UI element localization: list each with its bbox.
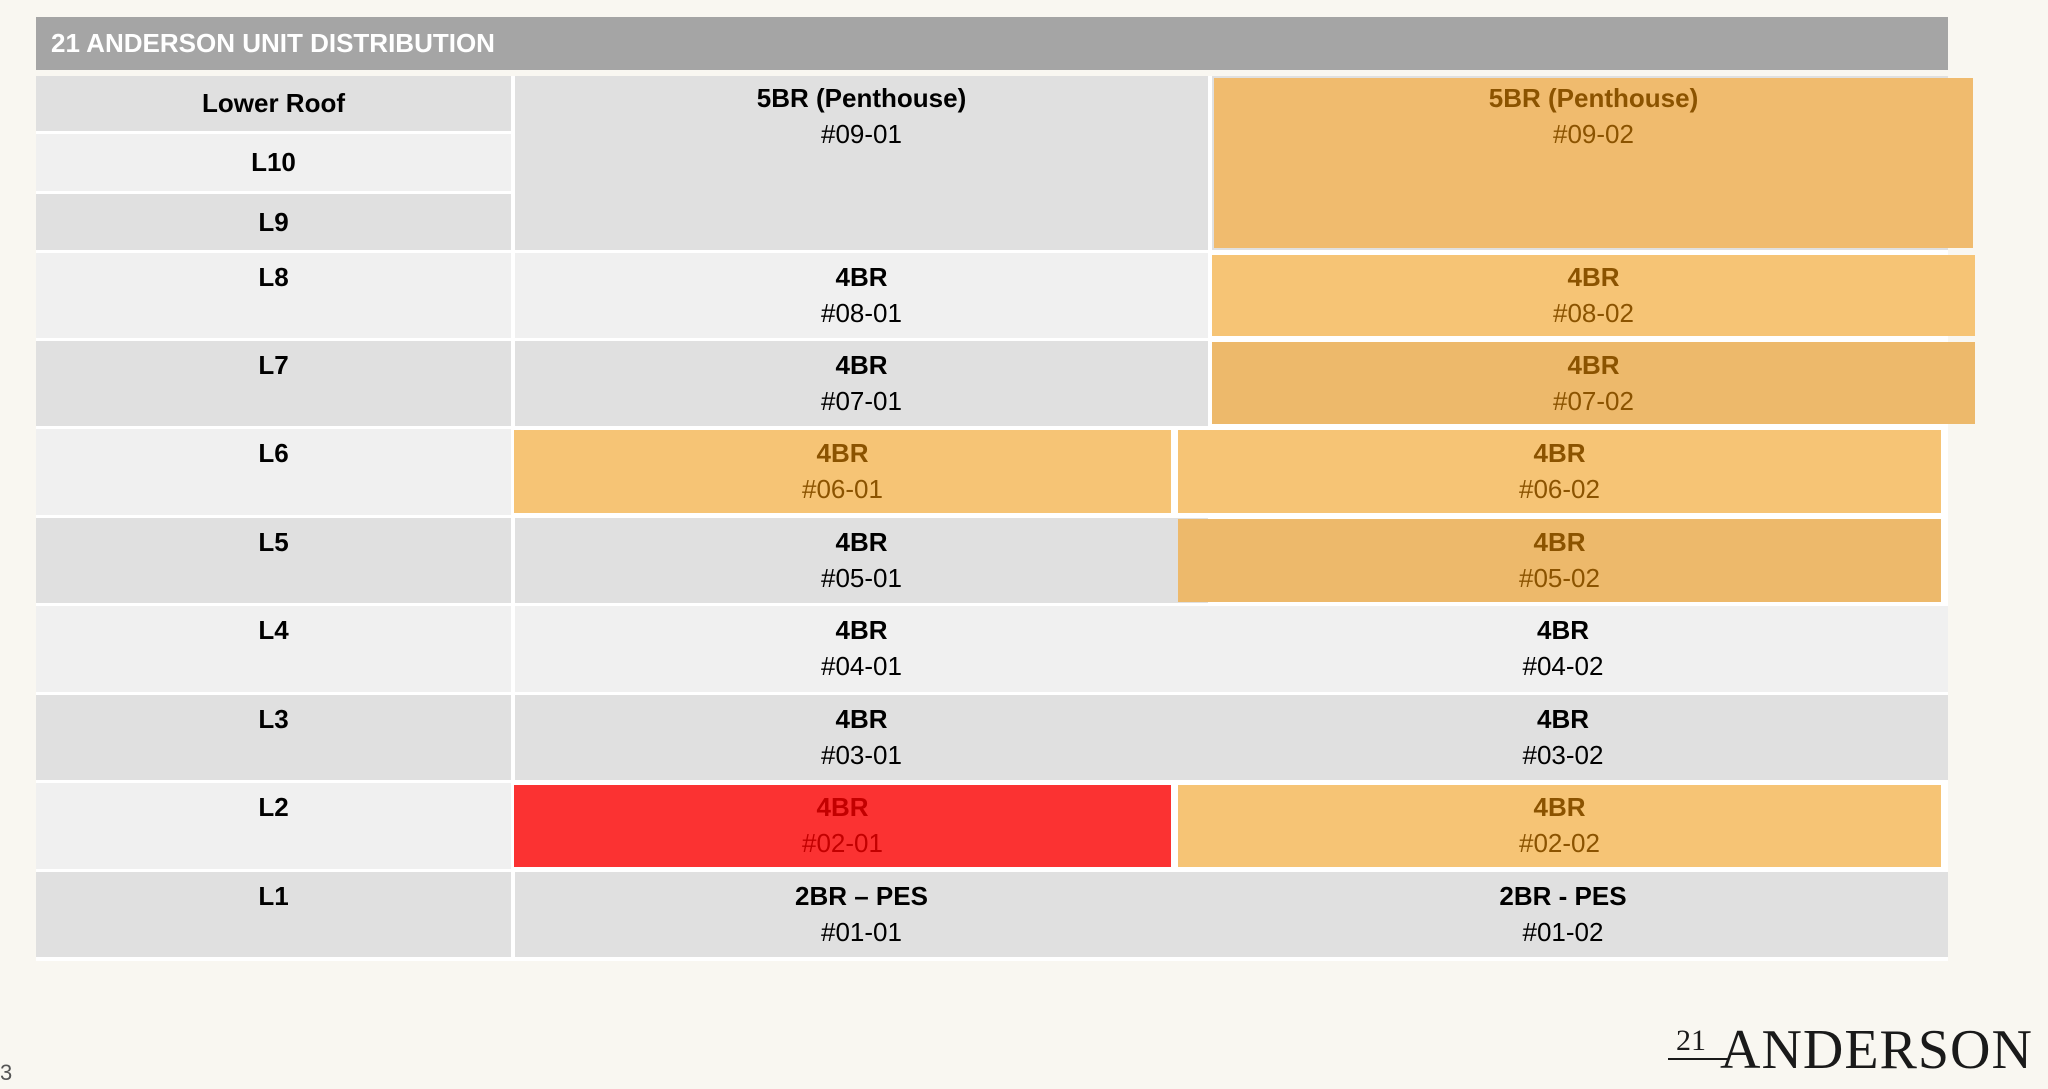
unit-type-label: 5BR (Penthouse) (756, 83, 967, 113)
floor-label-l5: L5 (36, 518, 511, 603)
unit-type-label: 4BR (1533, 792, 1586, 822)
unit-type-label: 4BR (835, 527, 888, 557)
logo-number: 21 (1676, 1024, 1706, 1057)
unit-number: #08-01 (821, 298, 902, 328)
unit-cell-01-02: 2BR - PES #01-02 (1178, 872, 1948, 957)
floor-label-l7: L7 (36, 341, 511, 426)
unit-type-label: 4BR (835, 704, 888, 734)
unit-number: #02-01 (802, 828, 883, 858)
unit-number: #07-01 (821, 386, 902, 416)
unit-type-label: 5BR (Penthouse) (1488, 83, 1699, 113)
unit-cell-08-02: 4BR #08-02 (1212, 255, 1975, 336)
unit-cell-06-01: 4BR #06-01 (514, 430, 1171, 513)
floor-label-l4: L4 (36, 606, 511, 692)
page-number: 3 (0, 1060, 13, 1085)
unit-cell-09-02: 5BR (Penthouse) #09-02 (1214, 78, 1973, 248)
unit-type-label: 4BR (1567, 262, 1620, 292)
floor-label-l1: L1 (36, 872, 511, 957)
floor-label-l2: L2 (36, 783, 511, 869)
unit-cell-04-02: 4BR #04-02 (1178, 606, 1948, 692)
unit-cell-03-01: 4BR #03-01 (515, 695, 1208, 780)
unit-number: #03-01 (821, 740, 902, 770)
unit-type-label: 4BR (835, 615, 888, 645)
unit-cell-06-02: 4BR #06-02 (1178, 430, 1941, 513)
unit-number: #03-02 (1522, 740, 1604, 770)
unit-cell-03-02: 4BR #03-02 (1178, 695, 1948, 780)
brand-logo: 21 ANDERSON (1660, 1020, 2040, 1080)
floor-label-l9: L9 (36, 194, 511, 250)
unit-cell-02-02: 4BR #02-02 (1178, 785, 1941, 867)
unit-number: #08-02 (1553, 298, 1634, 328)
unit-type-label: 2BR - PES (1499, 881, 1627, 911)
unit-number: #07-02 (1553, 386, 1634, 416)
unit-type-label: 4BR (1536, 615, 1589, 645)
unit-type-label: 4BR (1533, 527, 1586, 557)
unit-cell-01-01: 2BR – PES #01-01 (515, 872, 1208, 957)
unit-number: #05-02 (1519, 563, 1600, 593)
unit-type-label: 4BR (835, 350, 888, 380)
table-title: 21 ANDERSON UNIT DISTRIBUTION (36, 17, 1948, 70)
unit-cell-07-02: 4BR #07-02 (1212, 342, 1975, 424)
unit-type-label: 4BR (1533, 438, 1586, 468)
unit-distribution-table: Lower Roof L10 L9 L8 L7 L6 L5 L4 L3 L2 L… (36, 76, 1975, 961)
unit-number: #09-02 (1553, 119, 1634, 149)
floor-label-l6: L6 (36, 429, 511, 515)
unit-type-label: 2BR – PES (795, 881, 928, 911)
floor-label-lower-roof: Lower Roof (36, 76, 511, 131)
unit-number: #01-01 (821, 917, 902, 947)
unit-cell-02-01: 4BR #02-01 (514, 785, 1171, 867)
unit-number: #05-01 (821, 563, 902, 593)
unit-type-label: 4BR (1567, 350, 1620, 380)
unit-cell-09-01: 5BR (Penthouse) #09-01 (515, 76, 1208, 250)
unit-cell-04-01: 4BR #04-01 (515, 606, 1208, 692)
floor-label-l8: L8 (36, 253, 511, 338)
unit-number: #04-02 (1522, 651, 1604, 681)
unit-number: #06-01 (802, 474, 883, 504)
unit-cell-07-01: 4BR #07-01 (515, 341, 1208, 426)
unit-number: #09-01 (821, 119, 902, 149)
floor-label-l10: L10 (36, 134, 511, 191)
unit-type-label: 4BR (816, 438, 869, 468)
unit-type-label: 4BR (816, 792, 869, 822)
unit-cell-05-01: 4BR #05-01 (515, 518, 1208, 603)
unit-cell-08-01: 4BR #08-01 (515, 253, 1208, 338)
unit-number: #02-02 (1519, 828, 1600, 858)
logo-wordmark: ANDERSON (1720, 1019, 2033, 1081)
floor-label-l3: L3 (36, 695, 511, 780)
unit-type-label: 4BR (835, 262, 888, 292)
unit-number: #04-01 (821, 651, 902, 681)
unit-cell-05-02: 4BR #05-02 (1178, 519, 1941, 602)
unit-type-label: 4BR (1536, 704, 1589, 734)
logo-underline (1668, 1058, 1728, 1060)
unit-cell-09-02-wrap: 5BR (Penthouse) #09-02 (1212, 76, 1973, 250)
unit-number: #01-02 (1522, 917, 1604, 947)
unit-number: #06-02 (1519, 474, 1600, 504)
